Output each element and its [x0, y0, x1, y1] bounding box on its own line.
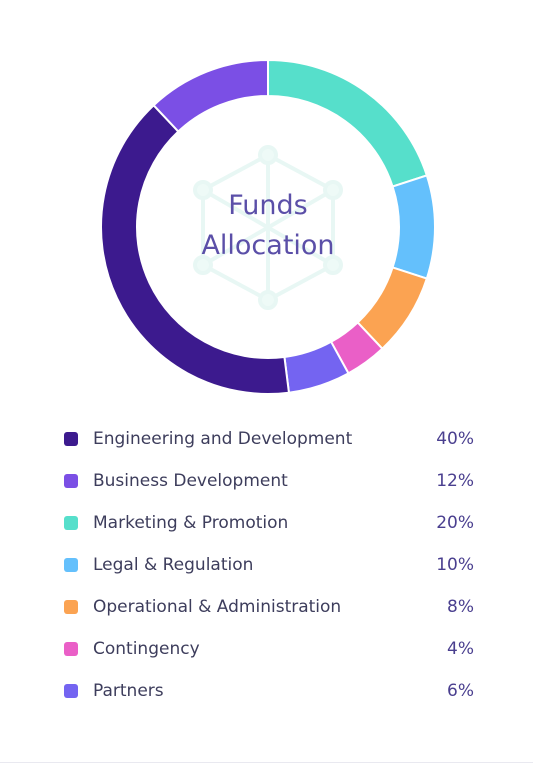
- legend-item-contingency: Contingency 4%: [64, 628, 474, 670]
- legend-percent: 4%: [447, 639, 474, 659]
- legend-percent: 10%: [436, 555, 474, 575]
- legend-item-marketing: Marketing & Promotion 20%: [64, 502, 474, 544]
- legend-swatch: [64, 474, 78, 488]
- legend-swatch: [64, 516, 78, 530]
- legend-label: Contingency: [93, 639, 200, 659]
- network-hexagon-icon: [193, 145, 343, 310]
- legend-percent: 8%: [447, 597, 474, 617]
- legend-percent: 6%: [447, 681, 474, 701]
- legend-label: Business Development: [93, 471, 288, 491]
- legend-item-business-development: Business Development 12%: [64, 460, 474, 502]
- legend-swatch: [64, 432, 78, 446]
- legend-label: Marketing & Promotion: [93, 513, 289, 533]
- legend-item-engineering: Engineering and Development 40%: [64, 418, 474, 460]
- legend-swatch: [64, 642, 78, 656]
- legend-percent: 40%: [436, 429, 474, 449]
- legend-label: Engineering and Development: [93, 429, 353, 449]
- donut-chart: [100, 58, 436, 395]
- donut-slice-business-development: [152, 58, 269, 133]
- legend-item-legal: Legal & Regulation 10%: [64, 544, 474, 586]
- legend-item-partners: Partners 6%: [64, 670, 474, 712]
- chart-title-line-1: Funds: [228, 190, 308, 221]
- legend-label: Legal & Regulation: [93, 555, 254, 575]
- legend-swatch: [64, 600, 78, 614]
- legend-swatch: [64, 684, 78, 698]
- legend-percent: 20%: [436, 513, 474, 533]
- legend-label: Operational & Administration: [93, 597, 342, 617]
- legend-label: Partners: [93, 681, 164, 701]
- legend-swatch: [64, 558, 78, 572]
- chart-title-line-2: Allocation: [201, 230, 335, 261]
- donut-slice-legal-regulation: [391, 174, 436, 280]
- chart-title: Funds Allocation: [168, 186, 368, 266]
- chart-legend: Engineering and Development 40% Business…: [64, 418, 474, 712]
- legend-percent: 12%: [436, 471, 474, 491]
- legend-item-operational: Operational & Administration 8%: [64, 586, 474, 628]
